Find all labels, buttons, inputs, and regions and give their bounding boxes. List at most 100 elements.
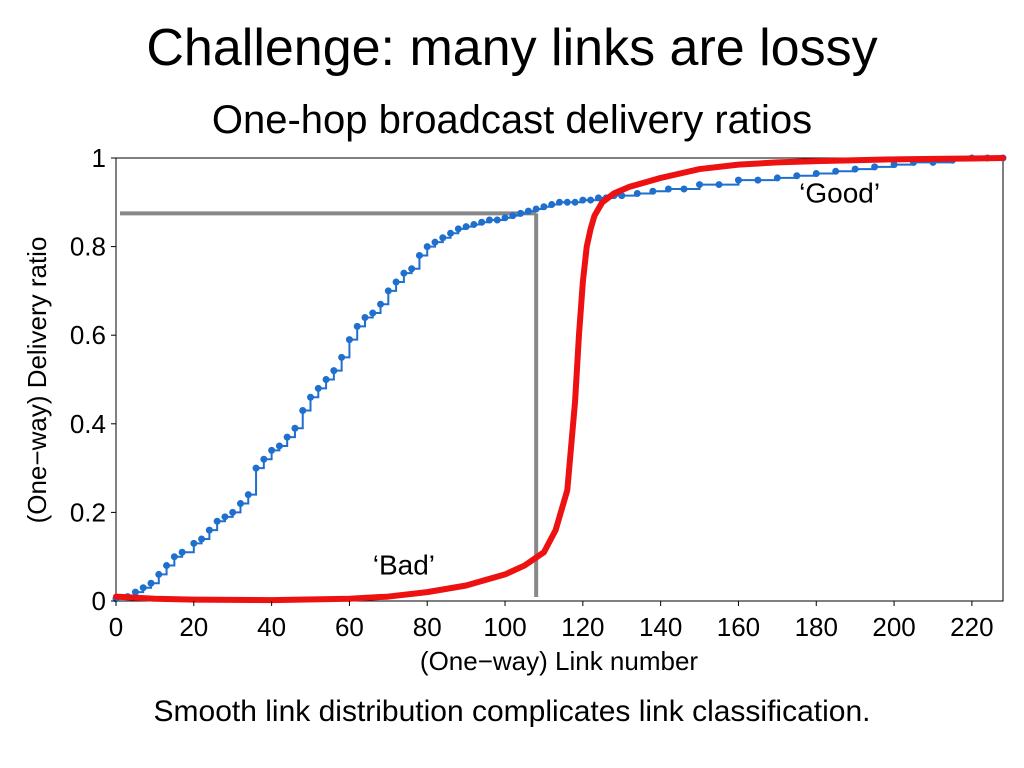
measured-point: [299, 407, 307, 415]
annotations: ‘Good’ ‘Bad’: [373, 177, 880, 580]
measured-point: [377, 300, 385, 308]
measured-point: [478, 218, 486, 226]
x-tick-label: 100: [483, 612, 526, 642]
measured-point: [890, 161, 898, 169]
measured-point: [832, 167, 840, 175]
y-tick-label: 0: [92, 586, 106, 616]
measured-point: [793, 172, 801, 180]
slide-caption: Smooth link distribution complicates lin…: [153, 695, 871, 728]
measured-point: [532, 205, 540, 213]
measured-point: [501, 214, 509, 222]
y-axis-label: (One−way) Delivery ratio: [22, 237, 52, 524]
measured-point: [563, 198, 571, 206]
measured-point: [715, 181, 723, 189]
x-axis-ticks: 0 20 40 60 80 100 120 140 160 180 200 220: [109, 601, 994, 642]
measured-point: [369, 309, 377, 317]
y-tick-label: 0.6: [70, 320, 106, 350]
measured-point: [139, 584, 147, 592]
y-axis-ticks: 0 0.2 0.4 0.6 0.8 1: [70, 143, 116, 616]
measured-point: [696, 181, 704, 189]
measured-point: [734, 176, 742, 184]
measured-point: [851, 165, 859, 173]
measured-point: [447, 229, 455, 237]
measured-point: [415, 251, 423, 259]
measured-point: [131, 588, 139, 596]
slide-subtitle: One-hop broadcast delivery ratios: [211, 98, 813, 142]
measured-point: [260, 455, 268, 463]
annotation-label: ‘Good’: [799, 177, 880, 208]
measured-point: [485, 216, 493, 224]
plot-frame: [115, 157, 1004, 602]
reference-lines: [120, 211, 539, 597]
measured-point: [594, 194, 602, 202]
slide-title: Challenge: many links are lossy: [146, 19, 878, 77]
measured-point: [190, 539, 198, 547]
measured-point: [163, 562, 171, 570]
measured-point: [322, 376, 330, 383]
x-tick-label: 20: [179, 612, 208, 642]
y-tick-label: 0.4: [70, 409, 106, 439]
measured-series-line: [116, 157, 1003, 600]
measured-point: [556, 198, 563, 206]
measured-point: [462, 223, 470, 231]
measured-series: [112, 154, 1007, 603]
measured-point: [244, 491, 252, 499]
measured-point: [540, 203, 548, 211]
measured-point: [170, 553, 178, 561]
measured-point: [268, 446, 276, 454]
measured-point: [754, 176, 762, 184]
x-tick-label: 180: [795, 612, 838, 642]
measured-point: [454, 225, 462, 233]
measured-point: [773, 174, 781, 182]
x-tick-label: 220: [950, 612, 993, 642]
measured-point: [252, 464, 260, 472]
measured-point: [470, 220, 478, 228]
measured-point: [680, 185, 688, 193]
measured-point: [548, 201, 556, 209]
annotation-label: ‘Bad’: [373, 549, 435, 580]
measured-point: [649, 187, 657, 195]
measured-point: [221, 513, 229, 521]
measured-point: [587, 196, 595, 204]
measured-point: [509, 212, 517, 220]
measured-point: [338, 353, 346, 361]
measured-point: [384, 287, 392, 295]
measured-point: [633, 189, 641, 197]
measured-point: [871, 163, 879, 171]
measured-point: [400, 269, 408, 277]
measured-point: [812, 170, 820, 178]
measured-point: [524, 207, 532, 215]
measured-point: [155, 570, 163, 578]
measured-point: [198, 535, 206, 543]
y-tick-label: 0.2: [70, 497, 106, 527]
measured-point: [493, 216, 501, 224]
measured-point: [213, 517, 221, 525]
x-tick-label: 160: [717, 612, 760, 642]
measured-point: [571, 198, 579, 206]
measured-point: [205, 526, 213, 534]
measured-point: [439, 234, 447, 242]
x-tick-label: 80: [413, 612, 442, 642]
measured-point: [361, 313, 369, 321]
x-tick-label: 140: [639, 612, 682, 642]
measured-point: [229, 508, 237, 516]
ideal-series: [113, 155, 1006, 604]
x-tick-label: 40: [257, 612, 286, 642]
measured-point: [178, 548, 186, 556]
measured-point: [664, 185, 672, 193]
measured-point: [275, 442, 283, 450]
x-tick-label: 60: [335, 612, 364, 642]
measured-point: [431, 238, 439, 246]
measured-point: [330, 367, 338, 375]
x-axis-label: (One−way) Link number: [420, 646, 699, 676]
measured-point: [345, 336, 353, 344]
measured-point: [353, 322, 361, 330]
x-tick-label: 0: [109, 612, 123, 642]
measured-point: [283, 433, 291, 441]
measured-point: [314, 384, 322, 392]
measured-point: [307, 393, 315, 401]
measured-point: [517, 209, 525, 217]
measured-point: [392, 278, 400, 286]
measured-point: [236, 500, 244, 508]
measured-point: [579, 196, 587, 204]
